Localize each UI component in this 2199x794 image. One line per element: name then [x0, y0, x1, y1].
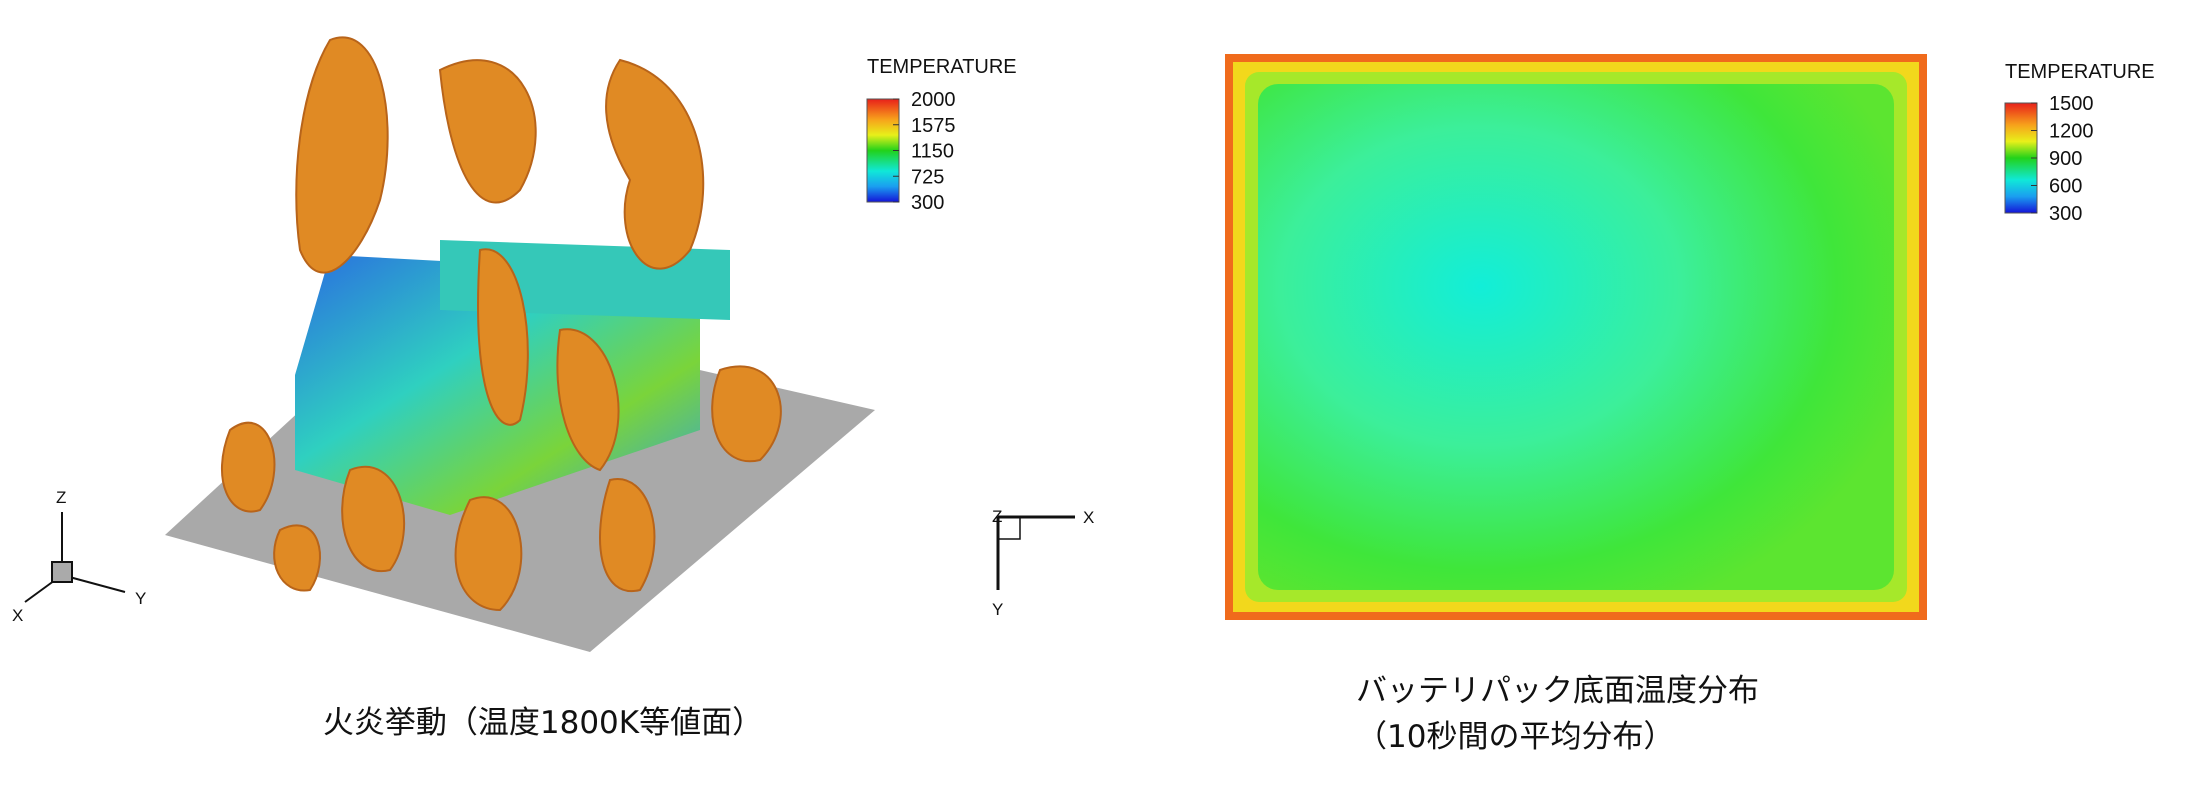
- colorbar-label: 600: [2049, 176, 2082, 198]
- colorbar-label: 1500: [2049, 93, 2094, 115]
- axis-triad: [24, 512, 126, 603]
- colorbar-label: 1200: [2049, 121, 2094, 143]
- colorbar-label: 900: [2049, 148, 2082, 170]
- axis-label: Z: [992, 507, 1002, 526]
- legend-title: TEMPERATURE: [2005, 61, 2155, 83]
- colorbar-label: 1150: [911, 141, 954, 163]
- colorbar-label: 2000: [911, 89, 956, 111]
- flame-scene: [165, 36, 875, 652]
- heat-map: [1225, 54, 1927, 620]
- axis-label: Y: [135, 589, 146, 608]
- colorbar-label: 1575: [911, 115, 956, 137]
- axis-label: Z: [56, 488, 66, 507]
- legend-title: TEMPERATURE: [867, 56, 1017, 78]
- colorbar-label: 725: [911, 166, 944, 188]
- caption: （10秒間の平均分布）: [1356, 719, 1674, 755]
- caption: バッテリパック底面温度分布: [1356, 673, 1759, 709]
- colorbar-label: 300: [2049, 203, 2082, 225]
- axis-label: X: [12, 606, 23, 625]
- axis-label: X: [1083, 508, 1094, 527]
- caption: 火炎挙動（温度1800K等値面）: [323, 705, 763, 741]
- colorbar-label: 300: [911, 192, 944, 214]
- axis-label: Y: [992, 600, 1003, 619]
- axis-triad: [996, 515, 1075, 590]
